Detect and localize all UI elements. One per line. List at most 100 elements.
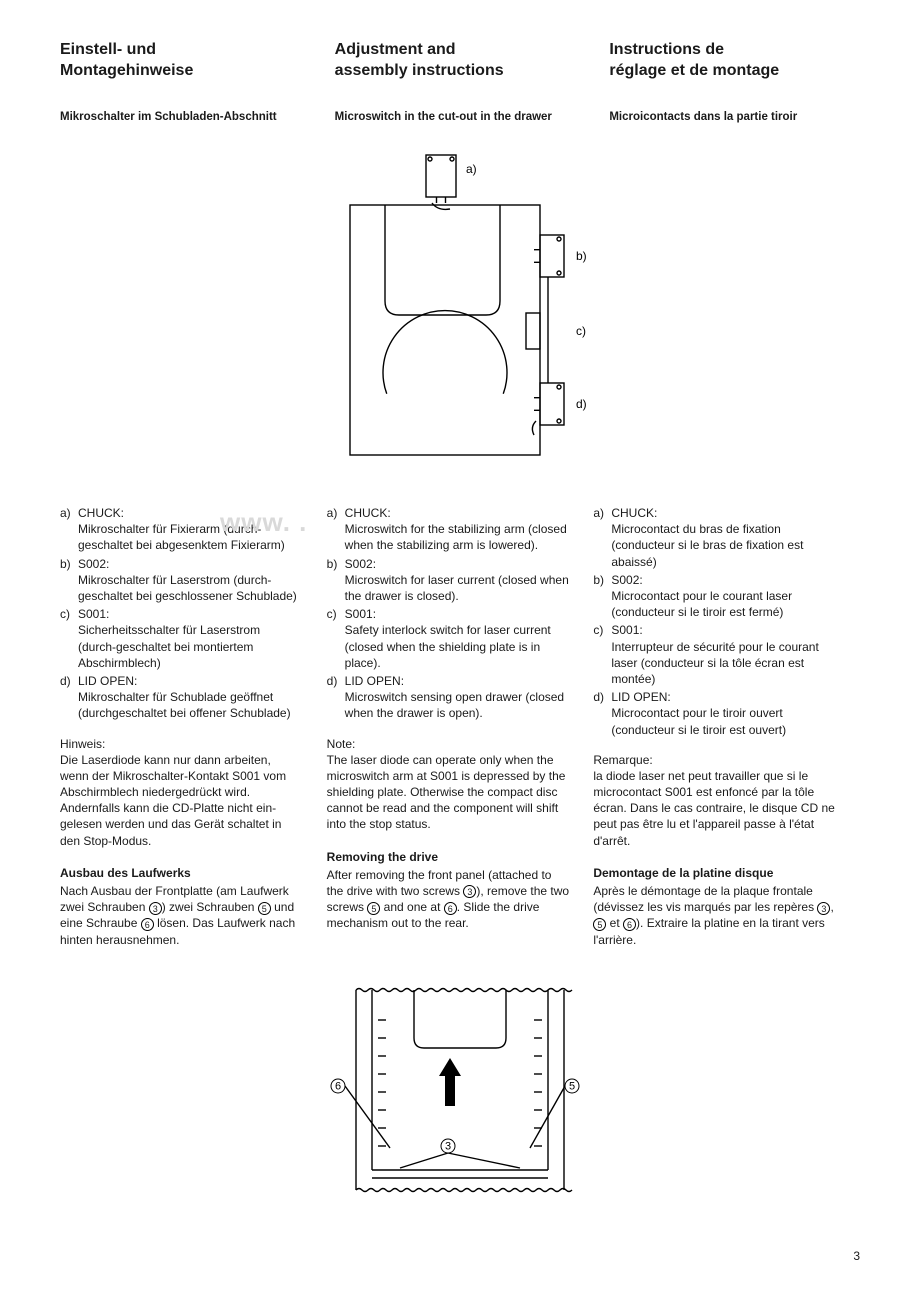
- switch-list-de: a)CHUCK: Mikroschalter für Fixierarm (dur…: [60, 505, 303, 721]
- page-number: 3: [60, 1248, 860, 1264]
- circled-3-icon: 3: [463, 885, 476, 898]
- title-en: Adjustment and assembly instructions: [335, 40, 586, 82]
- item-label: b): [60, 556, 78, 605]
- title-fr-l1: Instructions de: [609, 41, 724, 58]
- list-item: a)CHUCK:Microcontact du bras de fixation…: [593, 505, 836, 570]
- item-label: c): [593, 622, 611, 687]
- list-item: b)S002: Microswitch for laser current (cl…: [327, 556, 570, 605]
- diagram-1-wrap: a) b) c) d): [60, 145, 860, 465]
- title-en-l1: Adjustment and: [335, 41, 456, 58]
- title-en-l2: assembly instructions: [335, 62, 504, 79]
- svg-text:b): b): [576, 249, 587, 263]
- diagram-2-wrap: 6 3 5: [60, 978, 860, 1208]
- sec-body-en: After removing the front panel (attached…: [327, 867, 570, 932]
- item-name: S001:: [345, 607, 376, 621]
- circled-3-icon: 3: [149, 902, 162, 915]
- item-name: CHUCK:: [78, 506, 124, 520]
- list-item: b)S002:Microcontact pour le courant lase…: [593, 572, 836, 621]
- switch-list-fr: a)CHUCK:Microcontact du bras de fixation…: [593, 505, 836, 738]
- svg-text:d): d): [576, 397, 587, 411]
- title-fr-l2: réglage et de montage: [609, 62, 779, 79]
- item-label: c): [60, 606, 78, 671]
- circled-5-icon: 5: [367, 902, 380, 915]
- item-label: c): [327, 606, 345, 671]
- diagram-2: 6 3 5: [320, 978, 600, 1208]
- item-label: b): [327, 556, 345, 605]
- list-item: c)S001: Sicherheitsschalter für Laserstro…: [60, 606, 303, 671]
- list-item: d)LID OPEN: Mikroschalter für Schublade g…: [60, 673, 303, 722]
- body-de: a)CHUCK: Mikroschalter für Fixierarm (dur…: [60, 505, 303, 948]
- item-name: S002:: [345, 557, 376, 571]
- svg-text:5: 5: [569, 1080, 575, 1092]
- item-name: LID OPEN:: [345, 674, 404, 688]
- list-item: a)CHUCK: Microswitch for the stabilizing …: [327, 505, 570, 554]
- item-label: d): [60, 673, 78, 722]
- title-de-l1: Einstell- und: [60, 41, 156, 58]
- title-de: Einstell- und Montagehinweise: [60, 40, 311, 82]
- item-name: CHUCK:: [611, 506, 657, 520]
- title-de-l2: Montagehinweise: [60, 62, 193, 79]
- svg-text:a): a): [466, 162, 477, 176]
- sec-head-en: Removing the drive: [327, 849, 570, 865]
- note-body-de: Die Laserdiode kann nur dann arbeiten, w…: [60, 752, 303, 849]
- sec-head-de: Ausbau des Laufwerks: [60, 865, 303, 881]
- list-item: c)S001: Safety interlock switch for laser…: [327, 606, 570, 671]
- titles-row: Einstell- und Montagehinweise Mikroschal…: [60, 40, 860, 137]
- circled-6-icon: 6: [141, 918, 154, 931]
- sec-text: et: [606, 916, 623, 930]
- item-desc: Mikroschalter für Laserstrom (durch­gesc…: [78, 573, 297, 603]
- col-fr: Instructions de réglage et de montage Mi…: [609, 40, 860, 137]
- item-name: S002:: [611, 573, 642, 587]
- svg-text:3: 3: [445, 1140, 451, 1152]
- subheading-de: Mikroschalter im Schubladen-Abschnitt: [60, 110, 311, 126]
- sec-head-fr: Demontage de la platine disque: [593, 865, 836, 881]
- item-name: S001:: [611, 623, 642, 637]
- item-desc: Microcontact pour le tiroir ouvert (cond…: [611, 706, 786, 736]
- circled-3-icon: 3: [817, 902, 830, 915]
- note-body-fr: la diode laser net peut travailler que s…: [593, 768, 836, 849]
- svg-text:c): c): [576, 324, 586, 338]
- circled-5-icon: 5: [258, 902, 271, 915]
- item-name: CHUCK:: [345, 506, 391, 520]
- item-label: a): [327, 505, 345, 554]
- col-de: Einstell- und Montagehinweise Mikroschal…: [60, 40, 311, 137]
- note-head-de: Hinweis:: [60, 736, 303, 752]
- list-item: b)S002: Mikroschalter für Laserstrom (dur…: [60, 556, 303, 605]
- sec-text: and one at: [380, 900, 443, 914]
- svg-text:6: 6: [335, 1080, 341, 1092]
- item-label: a): [60, 505, 78, 554]
- body-fr: a)CHUCK:Microcontact du bras de fixation…: [593, 505, 836, 948]
- list-item: d)LID OPEN:Microswitch sensing open draw…: [327, 673, 570, 722]
- item-name: LID OPEN:: [611, 690, 670, 704]
- item-desc: Safety interlock switch for laser curren…: [345, 623, 551, 669]
- list-item: d)LID OPEN:Microcontact pour le tiroir o…: [593, 689, 836, 738]
- item-desc: Mikroschalter für Fixierarm (durch­gesch…: [78, 522, 285, 552]
- body-row: www. . a)CHUCK:Mikroschalter für Fixiera…: [60, 505, 860, 948]
- diagram-1: a) b) c) d): [330, 145, 590, 465]
- sec-text: Après le démontage de la plaque frontale…: [593, 884, 817, 914]
- item-desc: Microswitch for the stabilizing arm (clo…: [345, 522, 567, 552]
- circled-5-icon: 5: [593, 918, 606, 931]
- note-body-en: The laser diode can operate only when th…: [327, 752, 570, 833]
- item-label: b): [593, 572, 611, 621]
- circled-6-icon: 6: [623, 918, 636, 931]
- col-en: Adjustment and assembly instructions Mic…: [335, 40, 586, 137]
- circled-6-icon: 6: [444, 902, 457, 915]
- item-desc: Sicherheitsschalter für Laserstrom (durc…: [78, 623, 260, 669]
- item-name: LID OPEN:: [78, 674, 137, 688]
- subheading-fr: Microicontacts dans la partie tiroir: [609, 110, 860, 126]
- item-desc: Mikroschalter für Schublade geöffnet (du…: [78, 690, 291, 720]
- note-head-en: Note:: [327, 736, 570, 752]
- item-desc: Microswitch for laser current (closed wh…: [345, 573, 569, 603]
- note-head-fr: Remarque:: [593, 752, 836, 768]
- title-fr: Instructions de réglage et de montage: [609, 40, 860, 82]
- item-label: d): [327, 673, 345, 722]
- sec-text: ,: [830, 900, 833, 914]
- item-name: S002:: [78, 557, 109, 571]
- subheading-en: Microswitch in the cut-out in the drawer: [335, 110, 586, 126]
- item-name: S001:: [78, 607, 109, 621]
- switch-list-en: a)CHUCK: Microswitch for the stabilizing …: [327, 505, 570, 721]
- sec-body-fr: Après le démontage de la plaque frontale…: [593, 883, 836, 948]
- item-desc: Interrupteur de sécurité pour le courant…: [611, 640, 818, 686]
- item-desc: Microcontact du bras de fixation (conduc…: [611, 522, 803, 568]
